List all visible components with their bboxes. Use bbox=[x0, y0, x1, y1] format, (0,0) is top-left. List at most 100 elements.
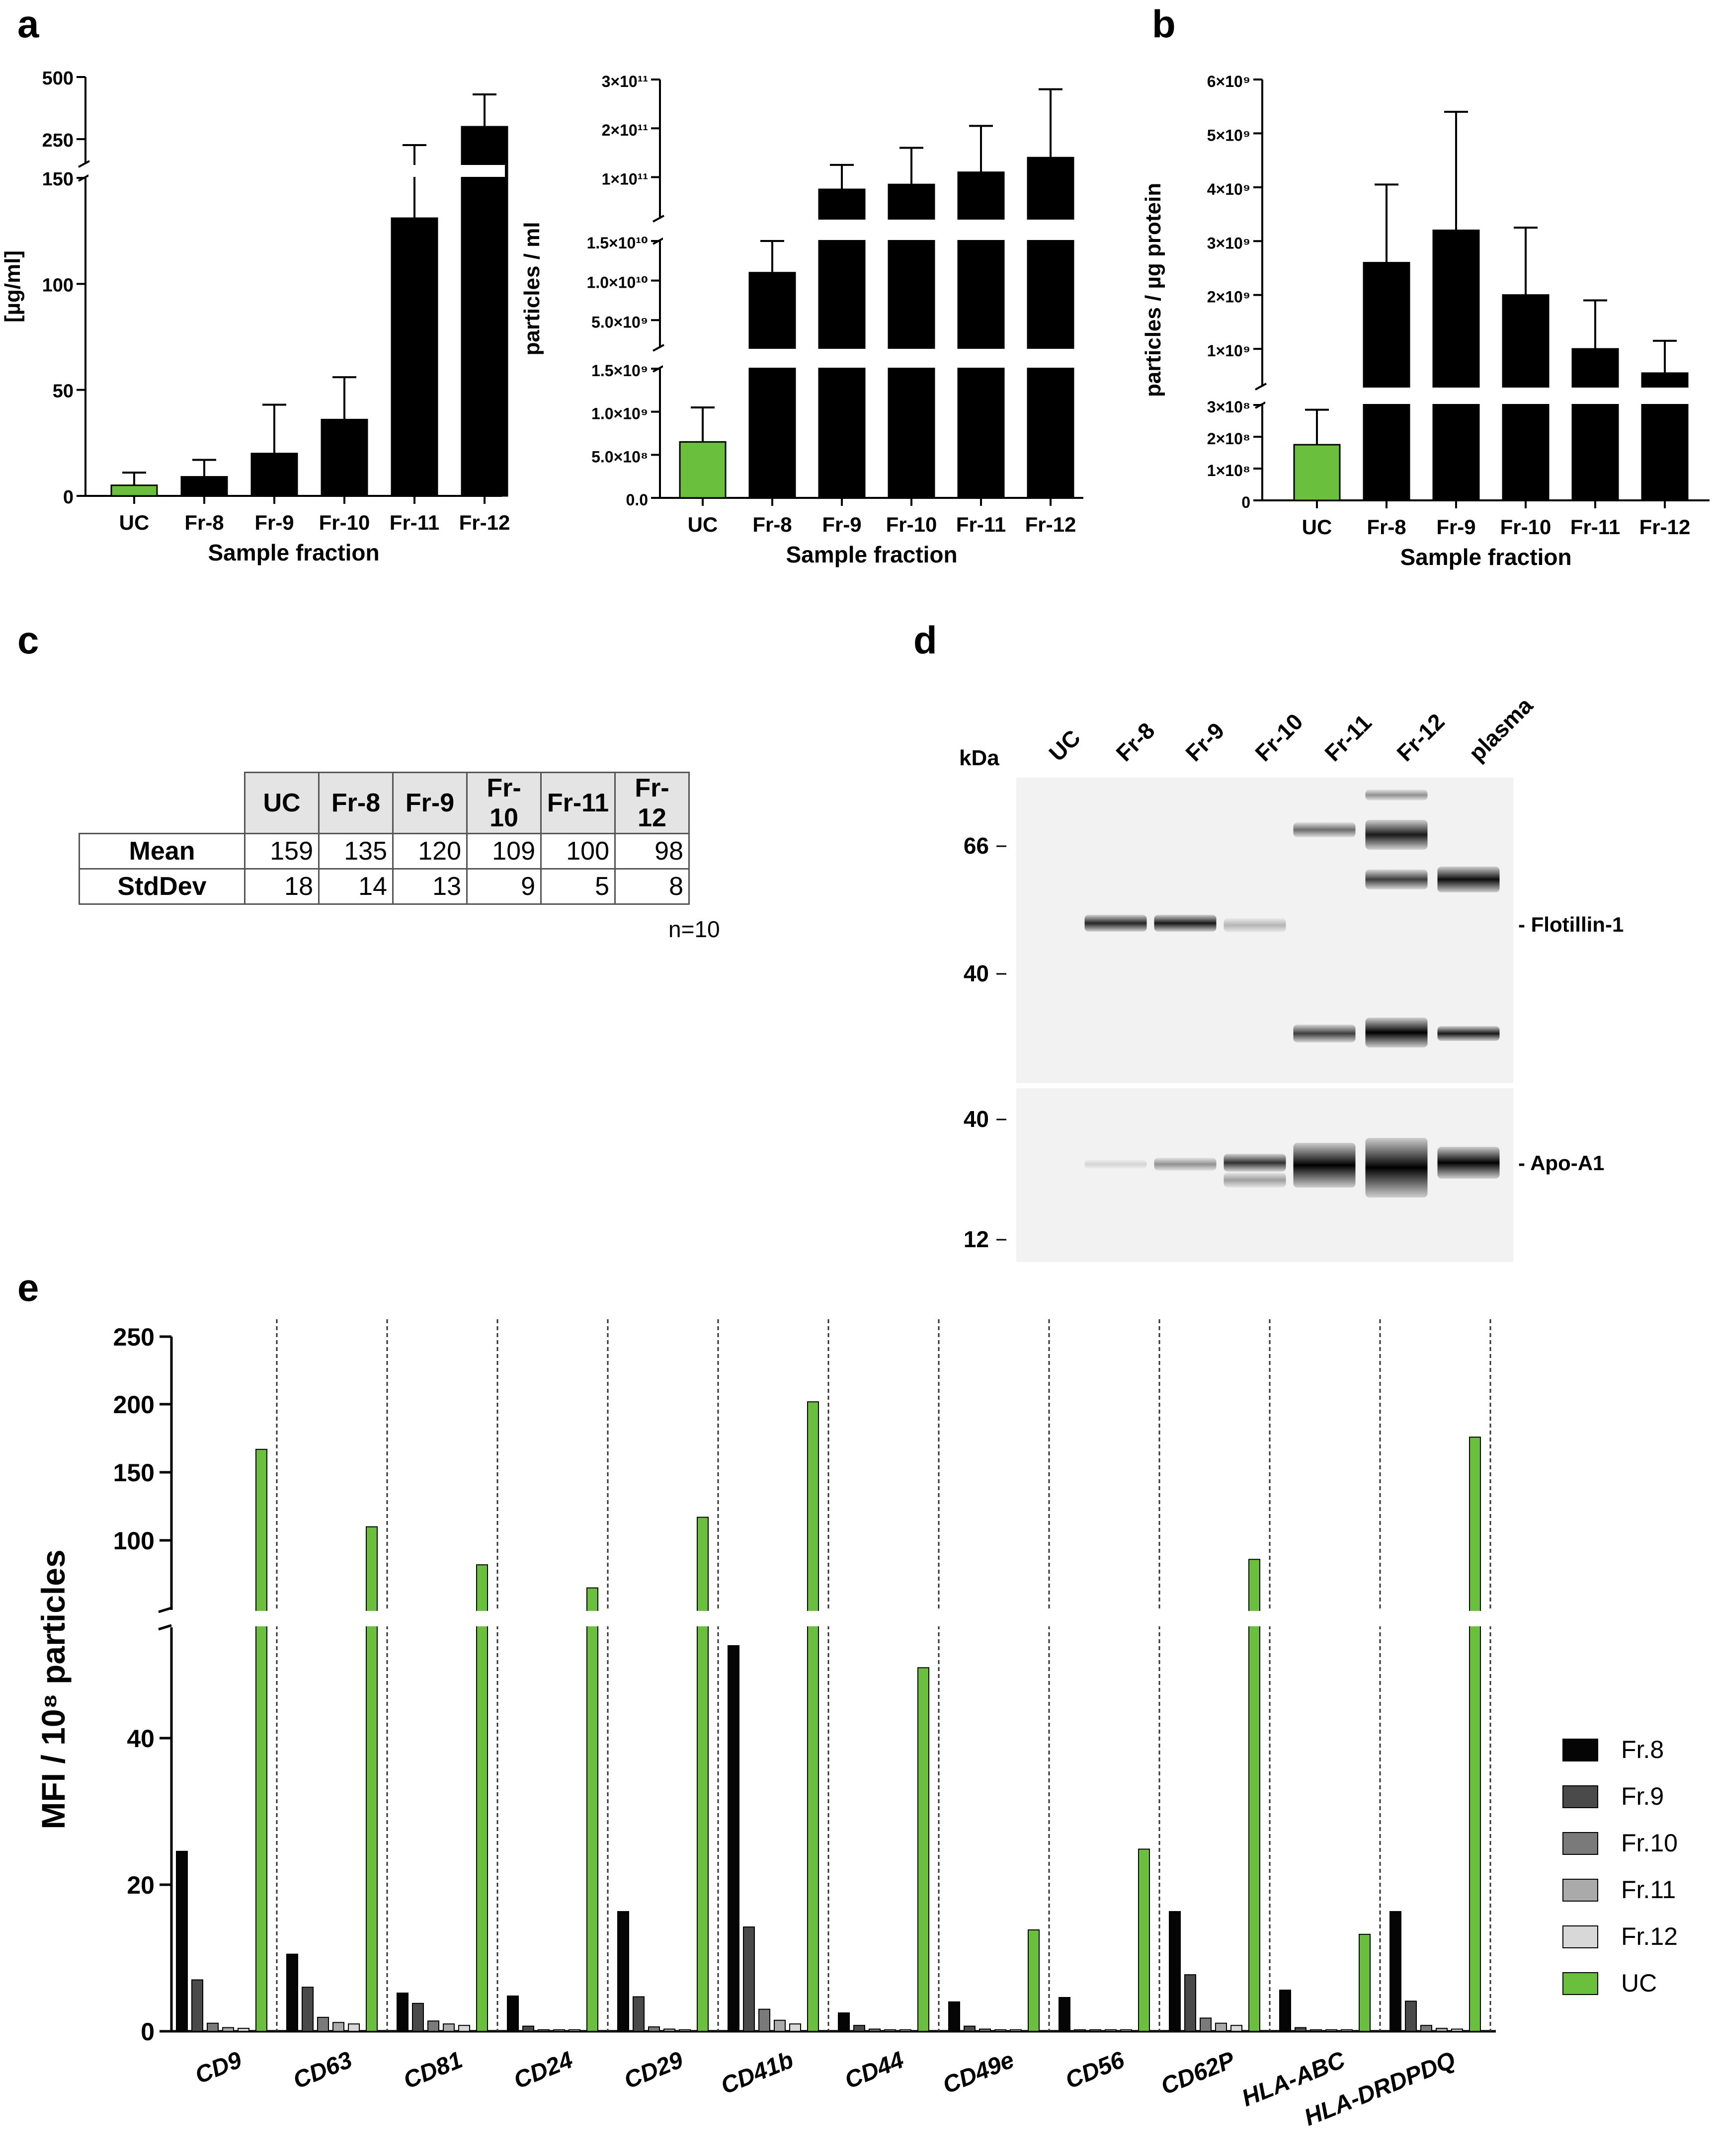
bar-uc bbox=[1028, 1929, 1040, 2032]
bar-fr12 bbox=[1120, 2029, 1132, 2032]
stats-row-mean: Mean 159 135 120 109 100 98 bbox=[79, 833, 690, 870]
blot-band bbox=[1437, 1147, 1500, 1179]
legend-label: Fr.11 bbox=[1621, 1876, 1676, 1904]
y-tick-label: 40 bbox=[127, 1725, 155, 1753]
bar-fr8 bbox=[728, 1645, 739, 2032]
stats-cell: 120 bbox=[392, 833, 468, 870]
x-tick-label: Fr-10 bbox=[1500, 515, 1552, 539]
x-tick-label: UC bbox=[1302, 515, 1332, 539]
bar-fr8 bbox=[397, 1993, 408, 2032]
bar-fr10 bbox=[648, 2026, 660, 2032]
bar-fr10 bbox=[427, 2020, 439, 2032]
x-axis-title: Sample fraction bbox=[786, 542, 957, 567]
bar-fr11 bbox=[1105, 2029, 1117, 2032]
bar-uc bbox=[476, 1564, 488, 2032]
y-axis-title: MFI / 10⁸ particles bbox=[35, 1549, 72, 1829]
bar-fr9 bbox=[191, 1979, 203, 2032]
y-tick-label: 200 bbox=[113, 1391, 155, 1419]
x-tick-label: UC bbox=[119, 511, 150, 534]
bar bbox=[748, 272, 796, 499]
bar-fr11 bbox=[1215, 2022, 1227, 2032]
bar-fr11 bbox=[994, 2029, 1006, 2032]
y-tick-label: 3×10¹¹ bbox=[602, 73, 648, 90]
bar-fr8 bbox=[617, 1911, 629, 2032]
stats-header-row: UC Fr-8 Fr-9 Fr-10 Fr-11 Fr-12 bbox=[80, 772, 690, 834]
x-tick-label: Fr-8 bbox=[184, 511, 224, 534]
axis-break-mark bbox=[653, 344, 664, 352]
category-label: CD9 bbox=[191, 2047, 245, 2089]
bar bbox=[1432, 230, 1480, 501]
axis-break-gap bbox=[174, 1611, 1516, 1626]
bar-fr11 bbox=[884, 2029, 896, 2032]
bar-uc bbox=[697, 1517, 709, 2032]
bar-uc bbox=[586, 1587, 598, 2032]
y-tick-label: 1.5×10¹⁰ bbox=[587, 234, 648, 252]
stats-cell: 14 bbox=[318, 868, 394, 905]
panel-label-a: a bbox=[17, 2, 39, 46]
bar bbox=[461, 126, 508, 497]
bar-fr8 bbox=[1169, 1911, 1181, 2032]
x-tick-label: Fr-12 bbox=[1025, 513, 1076, 536]
y-tick-label: 500 bbox=[42, 68, 74, 89]
blot-band bbox=[1224, 1154, 1286, 1172]
category-label: CD44 bbox=[841, 2047, 907, 2094]
axis-break-mark bbox=[1255, 383, 1267, 391]
y-tick-label: 50 bbox=[53, 381, 74, 402]
bar-fr12 bbox=[1341, 2029, 1353, 2032]
stats-cell: 100 bbox=[540, 833, 616, 870]
lane-label: Fr-9 bbox=[1180, 718, 1229, 766]
stats-col-header: Fr-10 bbox=[466, 772, 542, 834]
y-axis-title: particles / µg protein bbox=[1141, 183, 1165, 397]
category-label: CD41b bbox=[717, 2047, 797, 2099]
legend-swatch bbox=[1562, 1972, 1598, 1995]
lane-label: Fr-12 bbox=[1391, 709, 1449, 766]
bar-uc bbox=[1469, 1437, 1481, 2032]
kda-label: kDa bbox=[959, 746, 999, 770]
bar-fr10 bbox=[979, 2028, 991, 2032]
bar-fr12 bbox=[1010, 2029, 1022, 2032]
blot-band bbox=[1365, 820, 1428, 850]
chart-mfi-markers: 0 20 40 100 150 200 250 CD9 CD63 CD81 CD24 CD29 CD41… bbox=[35, 1319, 1678, 2131]
bar-fr9 bbox=[964, 2025, 976, 2032]
marker-label: 40 bbox=[964, 960, 989, 986]
bar-uc bbox=[1138, 1848, 1150, 2032]
x-tick-label: Fr-11 bbox=[956, 513, 1006, 536]
blot-band bbox=[1437, 867, 1500, 892]
lane-label: UC bbox=[1044, 724, 1085, 766]
legend-swatch bbox=[1562, 1739, 1598, 1761]
blot-band bbox=[1293, 1143, 1356, 1188]
bar-fr8 bbox=[1059, 1997, 1070, 2032]
y-tick-label: 100 bbox=[113, 1527, 155, 1555]
band-label-flotillin: - Flotillin-1 bbox=[1518, 913, 1624, 936]
x-tick-label: Fr-10 bbox=[319, 511, 370, 534]
blot-band bbox=[1224, 1173, 1286, 1188]
bar-fr9 bbox=[633, 1996, 645, 2032]
y-tick-label: 1×10⁹ bbox=[1207, 342, 1250, 360]
bar-fr8 bbox=[176, 1850, 188, 2032]
blot-band bbox=[1084, 1160, 1147, 1169]
bar bbox=[1293, 444, 1341, 501]
y-tick-label: 2×10¹¹ bbox=[602, 121, 648, 139]
bar-fr8 bbox=[1389, 1911, 1401, 2032]
stats-row-label: StdDev bbox=[79, 868, 245, 905]
lane-label: Fr-10 bbox=[1250, 709, 1307, 766]
blot-band bbox=[1084, 915, 1147, 932]
bar bbox=[321, 418, 368, 497]
blot-band bbox=[1365, 1138, 1428, 1198]
x-tick-label: Fr-10 bbox=[886, 513, 937, 536]
y-tick-label: 150 bbox=[42, 169, 74, 190]
axis-break-gap bbox=[663, 220, 1086, 240]
stats-col-header: Fr-11 bbox=[540, 772, 616, 834]
x-tick-label: UC bbox=[688, 513, 718, 536]
axis-break-gap bbox=[1265, 388, 1713, 404]
bar-fr12 bbox=[679, 2029, 691, 2032]
bar-fr8 bbox=[507, 1996, 519, 2032]
y-tick-label: 0 bbox=[1241, 493, 1250, 511]
bar-fr10 bbox=[317, 2016, 329, 2032]
stats-cell: 8 bbox=[614, 868, 690, 905]
bar-fr9 bbox=[522, 2025, 534, 2032]
stats-cell: 5 bbox=[540, 868, 616, 905]
panel-label-c: c bbox=[17, 618, 39, 662]
x-axis-title: Sample fraction bbox=[208, 540, 379, 565]
panel-label-d: d bbox=[913, 618, 937, 662]
